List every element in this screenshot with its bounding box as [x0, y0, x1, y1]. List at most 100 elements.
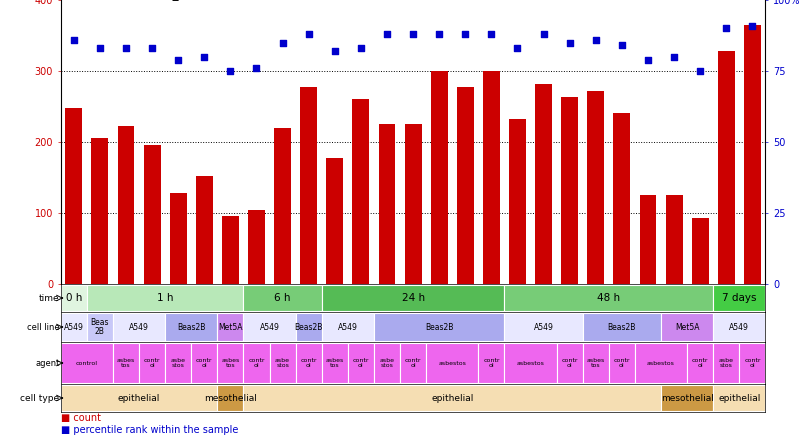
Text: asbes
tos: asbes tos [586, 358, 605, 368]
Text: contr
ol: contr ol [561, 358, 578, 368]
Text: contr
ol: contr ol [405, 358, 421, 368]
Text: asbe
stos: asbe stos [171, 358, 185, 368]
Bar [270, 343, 296, 383]
Bar [635, 343, 687, 383]
Bar [426, 343, 479, 383]
Text: ■ count: ■ count [61, 413, 100, 423]
Text: A549: A549 [129, 322, 149, 332]
Bar [217, 343, 244, 383]
Point [693, 67, 706, 75]
Text: contr
ol: contr ol [196, 358, 212, 368]
Text: Beas2B: Beas2B [295, 322, 323, 332]
Text: A549: A549 [64, 322, 83, 332]
Bar [191, 343, 217, 383]
Bar [587, 91, 604, 284]
Bar [244, 385, 661, 412]
Bar [143, 145, 160, 284]
Bar [640, 194, 656, 284]
Text: time: time [39, 293, 59, 302]
Bar [744, 25, 761, 284]
Text: contr
ol: contr ol [144, 358, 160, 368]
Bar [244, 285, 322, 311]
Point [250, 65, 263, 72]
Point [224, 67, 237, 75]
Point [537, 31, 550, 38]
Text: contr
ol: contr ol [692, 358, 709, 368]
Point [146, 45, 159, 52]
Point [667, 53, 680, 60]
Text: contr
ol: contr ol [483, 358, 500, 368]
Text: A549: A549 [534, 322, 553, 332]
Bar [61, 285, 87, 311]
Bar [244, 313, 296, 341]
Bar [61, 313, 87, 341]
Text: asbe
stos: asbe stos [380, 358, 394, 368]
Bar [582, 343, 609, 383]
Bar [374, 343, 400, 383]
Bar [405, 124, 421, 284]
Bar [347, 343, 374, 383]
Point [746, 22, 759, 29]
Bar [352, 99, 369, 284]
Text: 0 h: 0 h [66, 293, 82, 303]
Text: A549: A549 [260, 322, 279, 332]
Bar [692, 218, 709, 284]
Point [433, 31, 446, 38]
Bar [222, 216, 239, 284]
Bar [248, 210, 265, 284]
Text: 6 h: 6 h [275, 293, 291, 303]
Text: Met5A: Met5A [218, 322, 243, 332]
Text: control: control [76, 361, 98, 365]
Bar [274, 128, 291, 284]
Bar [714, 385, 765, 412]
Point [67, 36, 80, 44]
Text: asbes
tos: asbes tos [326, 358, 344, 368]
Bar [170, 193, 186, 284]
Bar [66, 108, 83, 284]
Bar [165, 343, 191, 383]
Text: 24 h: 24 h [402, 293, 424, 303]
Bar [113, 313, 165, 341]
Text: asbes
tos: asbes tos [221, 358, 240, 368]
Point [590, 36, 603, 44]
Bar [714, 285, 765, 311]
Text: mesothelial: mesothelial [204, 393, 257, 403]
Point [302, 31, 315, 38]
Point [407, 31, 420, 38]
Bar [535, 84, 552, 284]
Text: Beas2B: Beas2B [425, 322, 454, 332]
Bar [714, 343, 740, 383]
Bar [244, 343, 270, 383]
Text: 7 days: 7 days [722, 293, 757, 303]
Bar [687, 343, 714, 383]
Text: epithelial: epithelial [431, 393, 473, 403]
Bar [505, 285, 714, 311]
Text: contr
ol: contr ol [352, 358, 369, 368]
Text: cell type: cell type [20, 393, 59, 403]
Bar [714, 313, 765, 341]
Bar [165, 313, 217, 341]
Text: contr
ol: contr ol [248, 358, 265, 368]
Bar [117, 127, 134, 284]
Bar [322, 313, 374, 341]
Bar [87, 285, 244, 311]
Bar [296, 343, 322, 383]
Bar [92, 139, 109, 284]
Text: A549: A549 [338, 322, 358, 332]
Bar [661, 385, 714, 412]
Text: Beas2B: Beas2B [608, 322, 636, 332]
Text: asbe
stos: asbe stos [275, 358, 290, 368]
Bar [61, 343, 113, 383]
Bar [556, 343, 582, 383]
Point [355, 45, 368, 52]
Text: contr
ol: contr ol [744, 358, 761, 368]
Bar [113, 343, 139, 383]
Bar [457, 87, 474, 284]
Bar [718, 51, 735, 284]
Bar [374, 313, 505, 341]
Text: Beas
2B: Beas 2B [91, 318, 109, 336]
Bar [296, 313, 322, 341]
Text: Met5A: Met5A [675, 322, 699, 332]
Bar [322, 285, 505, 311]
Point [328, 48, 341, 55]
